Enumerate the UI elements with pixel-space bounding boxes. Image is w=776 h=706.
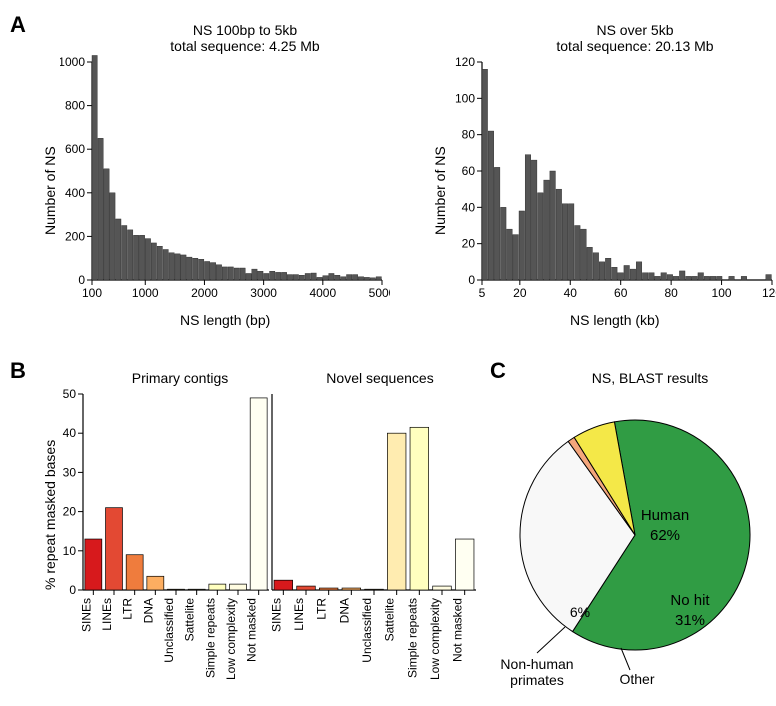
panel-b-label: B — [10, 358, 26, 384]
svg-text:0: 0 — [468, 273, 475, 287]
svg-text:Unclassified: Unclassified — [360, 598, 374, 663]
svg-text:30: 30 — [63, 465, 77, 479]
svg-text:Sattelite: Sattelite — [183, 598, 197, 642]
svg-text:600: 600 — [65, 142, 85, 156]
svg-text:10: 10 — [63, 544, 77, 558]
svg-text:60: 60 — [462, 164, 476, 178]
barchart-b1: 0 10 20 30 40 50 SINEs LINEs LTR DNA Unclassified S… — [55, 370, 275, 700]
svg-text:200: 200 — [65, 229, 85, 243]
svg-text:Human: Human — [641, 507, 689, 524]
svg-text:50: 50 — [63, 387, 77, 401]
chart-a1-xlabel: NS length (bp) — [180, 312, 270, 328]
histogram-a2: 0 20 40 60 80 100 120 5 20 40 60 80 100 120 — [450, 18, 776, 318]
svg-text:80: 80 — [462, 128, 476, 142]
svg-text:800: 800 — [65, 99, 85, 113]
svg-text:120: 120 — [455, 55, 475, 69]
chart-a2-xlabel: NS length (kb) — [570, 312, 659, 328]
svg-text:Unclassified: Unclassified — [162, 598, 176, 663]
svg-text:400: 400 — [65, 186, 85, 200]
svg-text:DNA: DNA — [141, 598, 155, 623]
svg-text:40: 40 — [63, 426, 77, 440]
chart-c-title: NS, BLAST results — [540, 370, 760, 386]
svg-text:5: 5 — [479, 286, 486, 300]
svg-text:Other: Other — [619, 671, 654, 687]
svg-text:primates: primates — [510, 672, 564, 688]
svg-text:No hit: No hit — [670, 592, 710, 609]
histogram-a1: 0 200 400 600 800 1000 100 1000 2000 3000 4000 5000 — [60, 18, 390, 318]
svg-text:31%: 31% — [675, 612, 705, 629]
svg-text:LINEs: LINEs — [100, 598, 114, 631]
pie-chart-c: Human 62% No hit 31% 6% Other Non-humanprimate… — [485, 385, 775, 705]
svg-text:20: 20 — [513, 286, 527, 300]
svg-text:Simple repeats: Simple repeats — [405, 598, 419, 678]
svg-text:6%: 6% — [570, 604, 590, 620]
svg-text:Not masked: Not masked — [245, 598, 259, 662]
svg-text:0: 0 — [78, 273, 85, 287]
svg-text:20: 20 — [63, 505, 77, 519]
svg-text:2000: 2000 — [191, 286, 218, 300]
svg-text:62%: 62% — [650, 527, 680, 544]
svg-text:Simple repeats: Simple repeats — [203, 598, 217, 678]
svg-text:1000: 1000 — [60, 55, 85, 69]
svg-text:Low complexity: Low complexity — [428, 598, 442, 680]
svg-text:120: 120 — [762, 286, 776, 300]
chart-a2-ylabel: Number of NS — [432, 146, 448, 235]
svg-text:DNA: DNA — [337, 598, 351, 623]
barchart-b2: SINEs LINEs LTR DNA Unclassified Sattelite Sim… — [262, 370, 482, 700]
svg-text:Non-human: Non-human — [500, 656, 573, 672]
svg-text:40: 40 — [462, 200, 476, 214]
chart-a1-ylabel: Number of NS — [42, 146, 58, 235]
svg-text:5000: 5000 — [369, 286, 390, 300]
svg-text:20: 20 — [462, 237, 476, 251]
svg-text:SINEs: SINEs — [79, 598, 93, 632]
svg-text:4000: 4000 — [309, 286, 336, 300]
svg-text:60: 60 — [614, 286, 628, 300]
svg-text:3000: 3000 — [250, 286, 277, 300]
svg-text:SINEs: SINEs — [269, 598, 283, 632]
svg-text:Low complexity: Low complexity — [224, 598, 238, 680]
svg-text:1000: 1000 — [132, 286, 159, 300]
svg-text:Sattelite: Sattelite — [383, 598, 397, 642]
svg-text:LTR: LTR — [121, 598, 135, 620]
panel-a-label: A — [10, 12, 26, 38]
svg-text:80: 80 — [664, 286, 678, 300]
svg-text:100: 100 — [455, 91, 475, 105]
svg-text:0: 0 — [69, 583, 76, 597]
panel-c-label: C — [490, 358, 506, 384]
svg-text:LINEs: LINEs — [292, 598, 306, 631]
svg-text:100: 100 — [712, 286, 732, 300]
svg-text:LTR: LTR — [315, 598, 329, 620]
svg-text:100: 100 — [82, 286, 102, 300]
svg-text:40: 40 — [564, 286, 578, 300]
svg-text:Not masked: Not masked — [451, 598, 465, 662]
